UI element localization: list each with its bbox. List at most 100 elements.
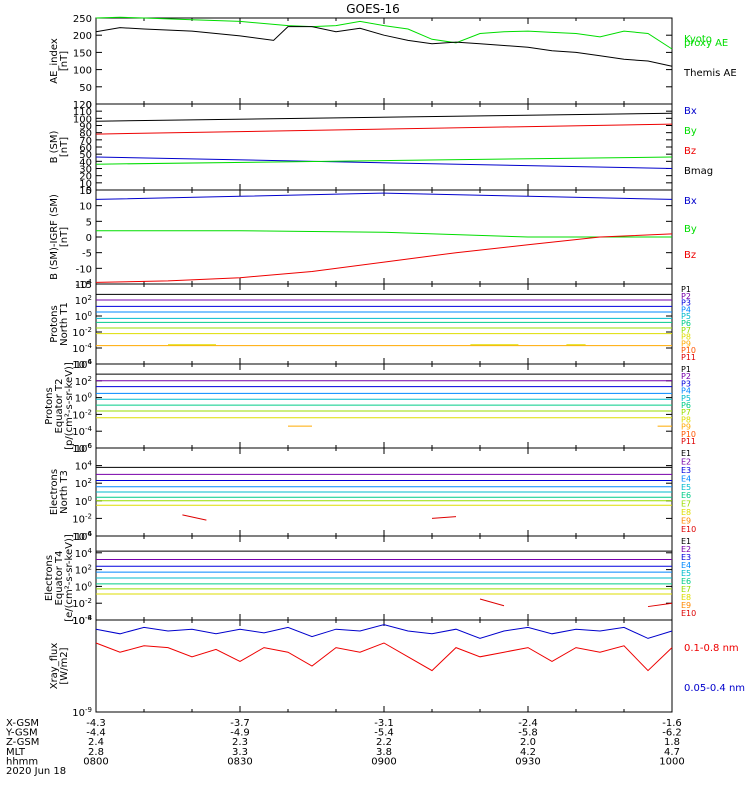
panel-5: Protons Equator T2 [p/(cm²-s-sr-keV)] 10410… — [44, 358, 696, 455]
x-axis-tick-value: 0830 — [227, 756, 252, 767]
y-axis-label: North T1 — [59, 302, 70, 346]
legend-e8: E8 — [681, 593, 691, 602]
legend-entry: Bx — [684, 106, 697, 117]
y-tick-label: 70 — [79, 136, 92, 147]
flux-segment-e10 — [479, 598, 505, 607]
y-tick-label: 100 — [73, 114, 92, 125]
series-line-bmag — [95, 112, 673, 122]
panel-6: Electrons North T310610410210010-210-4E1E… — [49, 442, 696, 543]
x-axis-tick-value: -3.7 — [230, 718, 250, 729]
x-axis-tick-value: 2.0 — [520, 737, 536, 748]
legend-p4: P4 — [681, 305, 691, 314]
flux-segment-e10 — [647, 602, 673, 608]
y-axis-label: North T3 — [59, 470, 70, 514]
y-axis-label: Xray_flux — [49, 643, 60, 690]
x-axis-row-label: X-GSM — [6, 718, 39, 729]
x-axis-tick-value: 0930 — [515, 756, 540, 767]
y-axis-label: Equator T4 — [54, 551, 65, 606]
x-axis-tick-value: -6.2 — [662, 728, 682, 739]
y-axis-label: Protons — [44, 387, 55, 424]
legend-e9: E9 — [681, 517, 691, 526]
y-tick-label: 0 — [86, 186, 92, 197]
y-tick-label: 100 — [75, 392, 92, 405]
y-axis-label: Electrons — [49, 469, 60, 515]
y-tick-label: 10-9 — [72, 706, 92, 719]
y-tick-label: 10-4 — [72, 425, 92, 438]
y-tick-label: 5 — [86, 217, 92, 228]
y-tick-label: 100 — [75, 310, 92, 323]
y-tick-label: 10-2 — [72, 597, 92, 610]
y-tick-label: 90 — [79, 122, 92, 133]
y-tick-label: 10 — [79, 202, 92, 213]
y-tick-label: 50 — [79, 150, 92, 161]
panel-frame — [95, 283, 673, 365]
y-tick-label: 104 — [75, 278, 93, 291]
y-tick-label: 150 — [73, 48, 92, 59]
y-tick-label: 102 — [75, 477, 92, 490]
y-axis-label: [nT] — [59, 137, 70, 157]
legend-entry: 0.1-0.8 nm — [684, 643, 739, 654]
legend-e3: E3 — [681, 466, 691, 475]
legend-p8: P8 — [681, 333, 691, 342]
legend-e1: E1 — [681, 537, 691, 546]
series-line-bz — [95, 123, 673, 135]
y-tick-label: 60 — [79, 143, 92, 154]
y-tick-label: 106 — [75, 442, 93, 455]
panel-frame — [95, 619, 673, 713]
legend-p2: P2 — [681, 292, 691, 301]
series-line-bx — [95, 156, 673, 169]
y-tick-label: 106 — [75, 530, 93, 543]
legend-p5: P5 — [681, 394, 691, 403]
legend-p4: P4 — [681, 387, 691, 396]
x-axis-tick-value: -5.4 — [374, 728, 394, 739]
legend-p10: P10 — [681, 430, 696, 439]
y-axis-label: [p/(cm²-s-sr-keV)] — [64, 362, 75, 450]
y-tick-label: 100 — [73, 66, 92, 77]
series-line-0-05-0-4-nm — [95, 624, 673, 639]
y-tick-label: 0 — [86, 100, 92, 111]
x-axis-row-label: Y-GSM — [5, 728, 38, 739]
legend-e5: E5 — [681, 483, 691, 492]
flux-segment-e10 — [431, 516, 457, 519]
legend-entry: Bx — [684, 196, 697, 207]
y-tick-label: 120 — [73, 100, 92, 111]
y-axis-label: Equator T2 — [54, 379, 65, 434]
legend-p5: P5 — [681, 312, 691, 321]
x-axis-tick-value: 3.8 — [376, 747, 392, 758]
legend-p2: P2 — [681, 372, 691, 381]
y-axis-label: B (SM) — [49, 130, 60, 163]
y-tick-label: 110 — [73, 107, 92, 118]
legend-entry: proxy AE — [684, 38, 728, 49]
legend-p7: P7 — [681, 408, 691, 417]
legend-entry: 0.05-0.4 nm — [684, 683, 745, 694]
x-axis-tick-value: -3.1 — [374, 718, 394, 729]
y-tick-label: 100 — [75, 495, 92, 508]
x-axis-row-label: hhmm — [6, 756, 38, 767]
y-tick-label: 10 — [79, 179, 92, 190]
series-line-by — [95, 156, 673, 165]
x-axis-row-label: Z-GSM — [6, 737, 39, 748]
x-axis-tick-value: -4.3 — [86, 718, 106, 729]
y-tick-label: 10-8 — [72, 614, 92, 627]
y-tick-label: 20 — [79, 172, 92, 183]
legend-p9: P9 — [681, 423, 691, 432]
legend-e2: E2 — [681, 545, 691, 554]
x-axis-tick-value: 2.3 — [232, 737, 248, 748]
legend-p9: P9 — [681, 339, 691, 348]
y-axis-label: B (SM)-IGRF (SM) — [49, 194, 60, 280]
panel-2: B (SM) [nT]0102030405060708090100110120Bx… — [49, 100, 713, 197]
y-tick-label: -15 — [76, 280, 92, 291]
legend-e2: E2 — [681, 457, 691, 466]
y-tick-label: 15 — [79, 186, 92, 197]
panel-3: B (SM)-IGRF (SM) [nT] -15 -10 -5 0 5 10 15 Bx By Bz — [49, 186, 697, 291]
y-tick-label: 102 — [75, 564, 92, 577]
legend-e3: E3 — [681, 553, 691, 562]
legend-p1: P1 — [681, 365, 691, 374]
x-axis-tick-value: 4.2 — [520, 747, 536, 758]
y-axis-label: Protons — [49, 305, 60, 342]
x-axis-tick-value: 2.4 — [88, 737, 104, 748]
y-tick-label: 10-2 — [72, 512, 92, 525]
x-axis-tick-value: 4.7 — [664, 747, 680, 758]
